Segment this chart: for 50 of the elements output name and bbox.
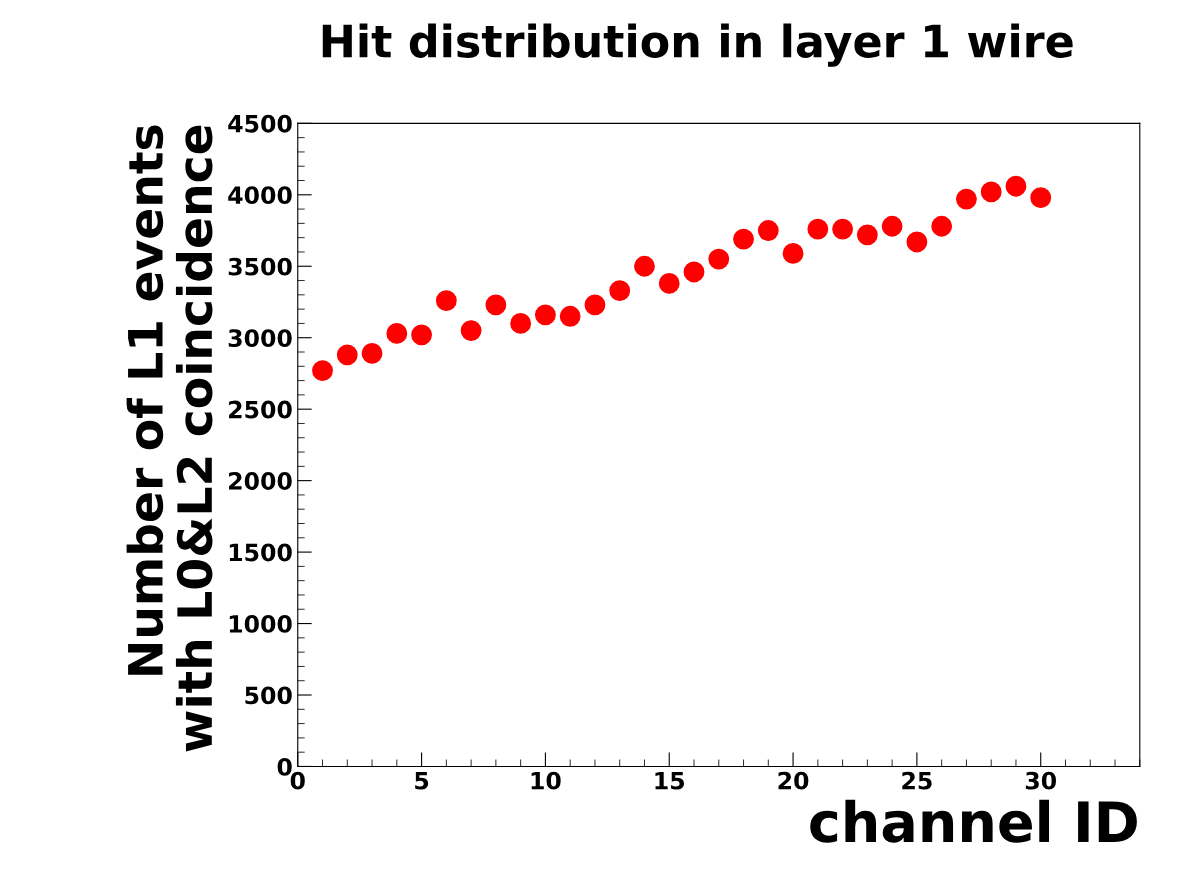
point [584,294,606,316]
point [658,272,680,294]
y-tick-label: 3000 [228,329,292,348]
point [485,294,507,316]
point [386,323,408,344]
x-tick-label: 5 [415,772,429,790]
x-tick-label: 30 [1025,771,1057,790]
y-tick-label: 0 [277,757,292,776]
point [609,280,631,301]
y-tick-label: 4500 [228,114,292,133]
point [956,188,977,210]
point [634,255,655,277]
point [931,215,953,237]
y-tick-label: 3500 [228,257,292,276]
y-axis-title: Number of L1 events with L0&L2 coincidence [126,125,213,752]
point [411,324,432,346]
point [435,290,457,311]
point [361,343,383,364]
y-tick-label: 2000 [229,472,292,490]
x-axis-title: channel ID [810,799,1137,843]
point [757,220,779,241]
x-tick-label: 25 [902,771,932,790]
point [856,224,878,246]
y-tick-label: 4000 [228,186,292,205]
point [510,313,532,334]
y-tick-label: 1500 [229,543,292,562]
point [559,305,581,327]
point [733,228,754,250]
point [312,360,333,382]
x-tick-label: 15 [655,772,685,790]
point [881,215,903,237]
x-tick-label: 20 [778,771,809,790]
chart-title: Hit distribution in layer 1 wire [322,23,1073,67]
point [1030,187,1052,209]
x-tick-label: 10 [531,771,561,790]
point [832,218,854,240]
point [1005,175,1027,197]
x-tick-label: 0 [290,771,305,790]
y-tick-label: 1000 [229,615,292,633]
y-tick-label: 2500 [229,400,292,419]
point [460,320,482,341]
point [708,248,730,270]
point [906,231,928,253]
point [336,344,358,366]
point [782,242,804,264]
point [534,304,556,326]
point [980,181,1002,203]
y-tick-label: 500 [245,686,292,705]
point [807,218,829,240]
point [683,261,705,283]
